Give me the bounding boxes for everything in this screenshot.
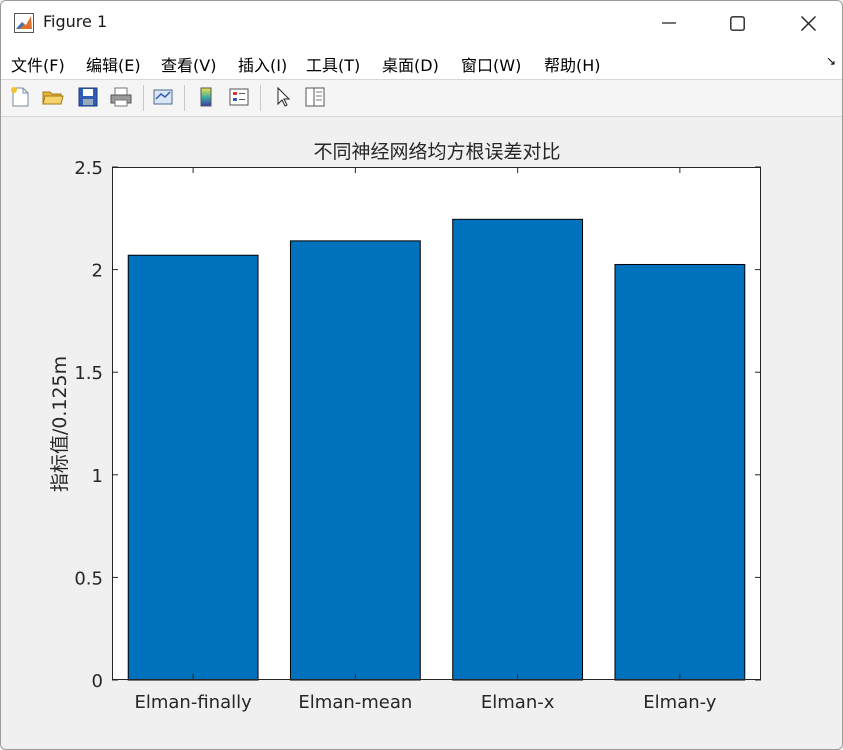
close-icon	[800, 15, 816, 31]
chart-title: 不同神经网络均方根误差对比	[313, 141, 560, 163]
toolbar	[1, 80, 842, 117]
x-tick-label: Elman-y	[643, 692, 717, 713]
x-tick-label: Elman-finally	[134, 692, 252, 713]
save-button[interactable]	[75, 84, 101, 110]
menu-bar: 文件(F) 编辑(E) 查看(V) 插入(I) 工具(T) 桌面(D) 窗口(W…	[1, 45, 842, 80]
y-tick-label: 2.5	[74, 158, 103, 179]
new-figure-icon	[11, 87, 29, 107]
figure-canvas[interactable]: 不同神经网络均方根误差对比 指标值/0.125m Elman-finally El…	[1, 117, 842, 749]
print-button[interactable]	[108, 84, 134, 110]
minimize-button[interactable]	[637, 1, 701, 45]
maximize-button[interactable]	[705, 1, 769, 45]
menu-view[interactable]: 查看(V)	[161, 56, 217, 75]
menu-insert[interactable]: 插入(I)	[238, 56, 288, 75]
new-figure-button[interactable]	[7, 84, 33, 110]
open-file-icon	[42, 91, 64, 105]
open-file-button[interactable]	[40, 84, 66, 110]
y-tick-label: 1.5	[74, 363, 103, 384]
colorbar-button[interactable]	[193, 84, 219, 110]
property-inspector-icon	[305, 87, 325, 107]
link-plot-icon	[153, 89, 173, 105]
save-icon	[78, 87, 98, 107]
menu-desktop[interactable]: 桌面(D)	[382, 56, 439, 75]
menu-tools[interactable]: 工具(T)	[306, 56, 361, 75]
minimize-icon	[662, 22, 676, 24]
bar-elman-y[interactable]	[614, 263, 746, 681]
bar-elman-mean[interactable]	[289, 240, 421, 681]
y-axis-label: 指标值/0.125m	[49, 356, 71, 492]
property-inspector-button[interactable]	[302, 84, 328, 110]
title-bar: Figure 1	[1, 1, 842, 45]
y-tick-label: 1	[92, 466, 103, 487]
menu-help[interactable]: 帮助(H)	[544, 56, 601, 75]
bar-elman-x[interactable]	[452, 218, 584, 681]
close-button[interactable]	[776, 1, 840, 45]
matlab-logo-icon	[14, 13, 34, 33]
menu-window[interactable]: 窗口(W)	[461, 56, 522, 75]
toolbar-separator	[260, 85, 261, 111]
dock-arrow-icon[interactable]: ↘	[825, 54, 836, 68]
y-tick-label: 0	[92, 671, 103, 692]
toolbar-separator	[184, 85, 185, 111]
y-tick-label: 0.5	[74, 568, 103, 589]
window-title: Figure 1	[43, 12, 108, 31]
menu-edit[interactable]: 编辑(E)	[86, 56, 141, 75]
x-tick-label: Elman-x	[481, 692, 555, 713]
axes-box	[112, 167, 761, 680]
y-tick-label: 2	[92, 261, 103, 282]
colorbar-icon	[200, 87, 212, 107]
x-tick-label: Elman-mean	[298, 692, 412, 713]
menu-file[interactable]: 文件(F)	[11, 56, 65, 75]
link-plot-button[interactable]	[150, 84, 176, 110]
print-icon	[110, 87, 132, 107]
legend-icon	[229, 88, 249, 106]
maximize-icon	[729, 15, 745, 31]
bar-chart[interactable]: 不同神经网络均方根误差对比 指标值/0.125m Elman-finally El…	[1, 117, 842, 749]
pointer-button[interactable]	[270, 84, 296, 110]
toolbar-separator	[143, 85, 144, 111]
legend-button[interactable]	[226, 84, 252, 110]
pointer-icon	[277, 86, 291, 107]
bar-elman-finally[interactable]	[127, 254, 259, 681]
